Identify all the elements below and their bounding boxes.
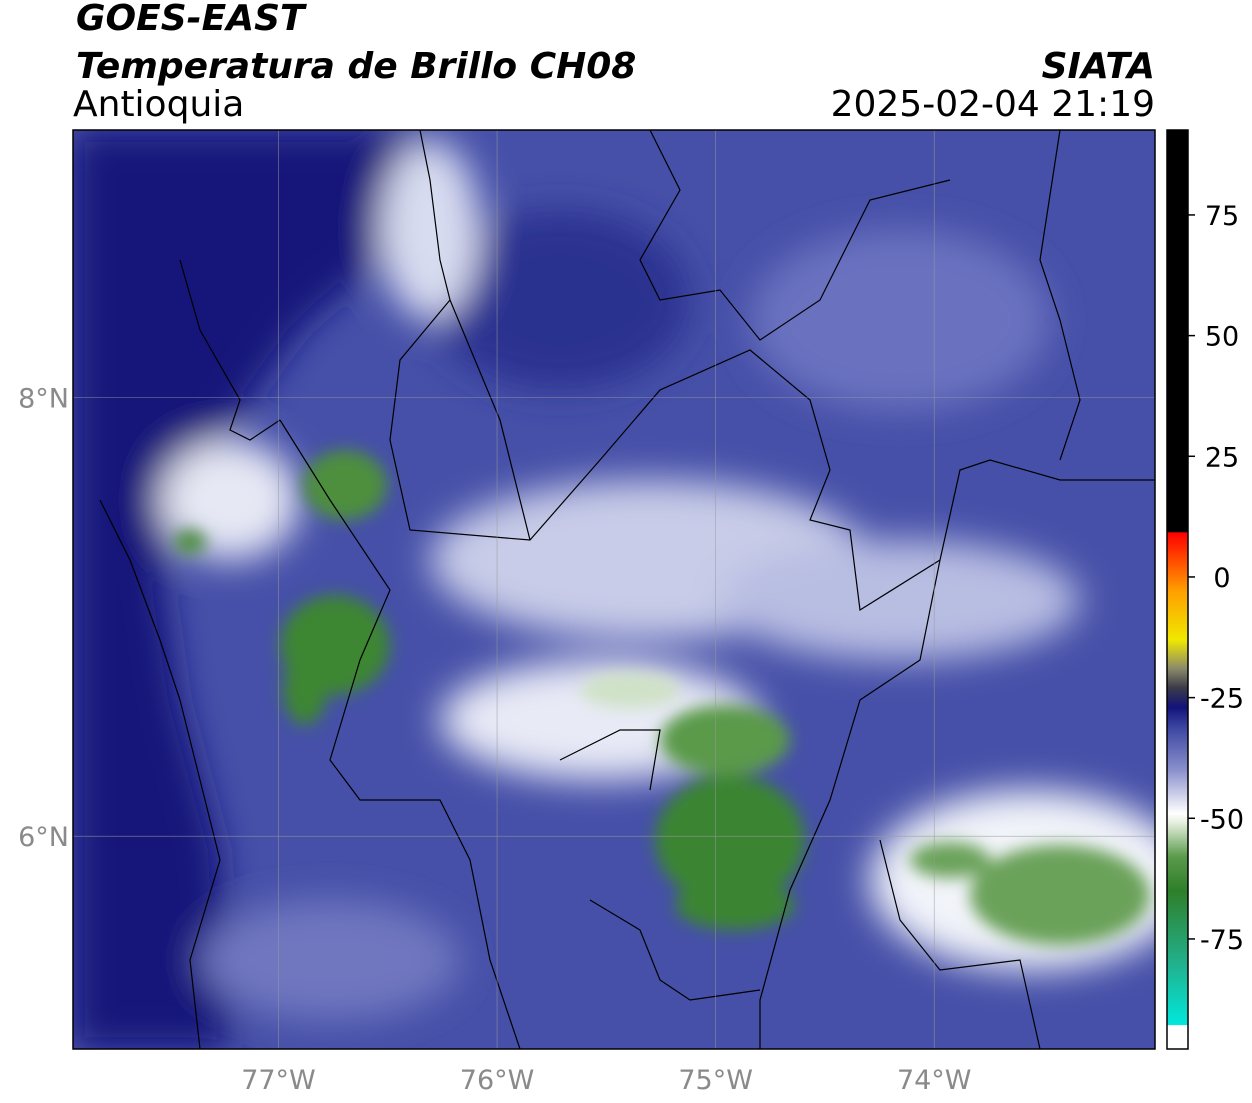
colorbar-tick-label: 0 bbox=[1213, 563, 1230, 594]
colorbar-tick-label: -75 bbox=[1200, 925, 1244, 956]
datetime: 2025-02-04 21:19 bbox=[831, 84, 1155, 125]
agency: SIATA bbox=[1042, 46, 1155, 87]
colorbar-tick-label: 50 bbox=[1205, 322, 1239, 353]
title: Temperatura de Brillo CH08 bbox=[76, 46, 636, 87]
colorbar-tick-label: -25 bbox=[1200, 684, 1244, 715]
region: Antioquia bbox=[73, 84, 244, 125]
map-image bbox=[73, 130, 1155, 1049]
colorbar-tick-label: 75 bbox=[1205, 201, 1239, 232]
x-tick-label: 74°W bbox=[897, 1065, 972, 1096]
y-tick-label: 6°N bbox=[18, 822, 69, 853]
colorbar-tick-label: 25 bbox=[1205, 442, 1239, 473]
map-frame bbox=[72, 129, 1156, 1050]
colorbar-tick-label: -50 bbox=[1200, 804, 1244, 835]
satellite: GOES-EAST bbox=[76, 0, 307, 39]
colorbar bbox=[1166, 129, 1189, 1050]
x-tick-label: 75°W bbox=[678, 1065, 753, 1096]
x-tick-label: 77°W bbox=[241, 1065, 316, 1096]
y-tick-label: 8°N bbox=[18, 384, 69, 415]
x-tick-label: 76°W bbox=[460, 1065, 535, 1096]
grid bbox=[73, 130, 1155, 1049]
